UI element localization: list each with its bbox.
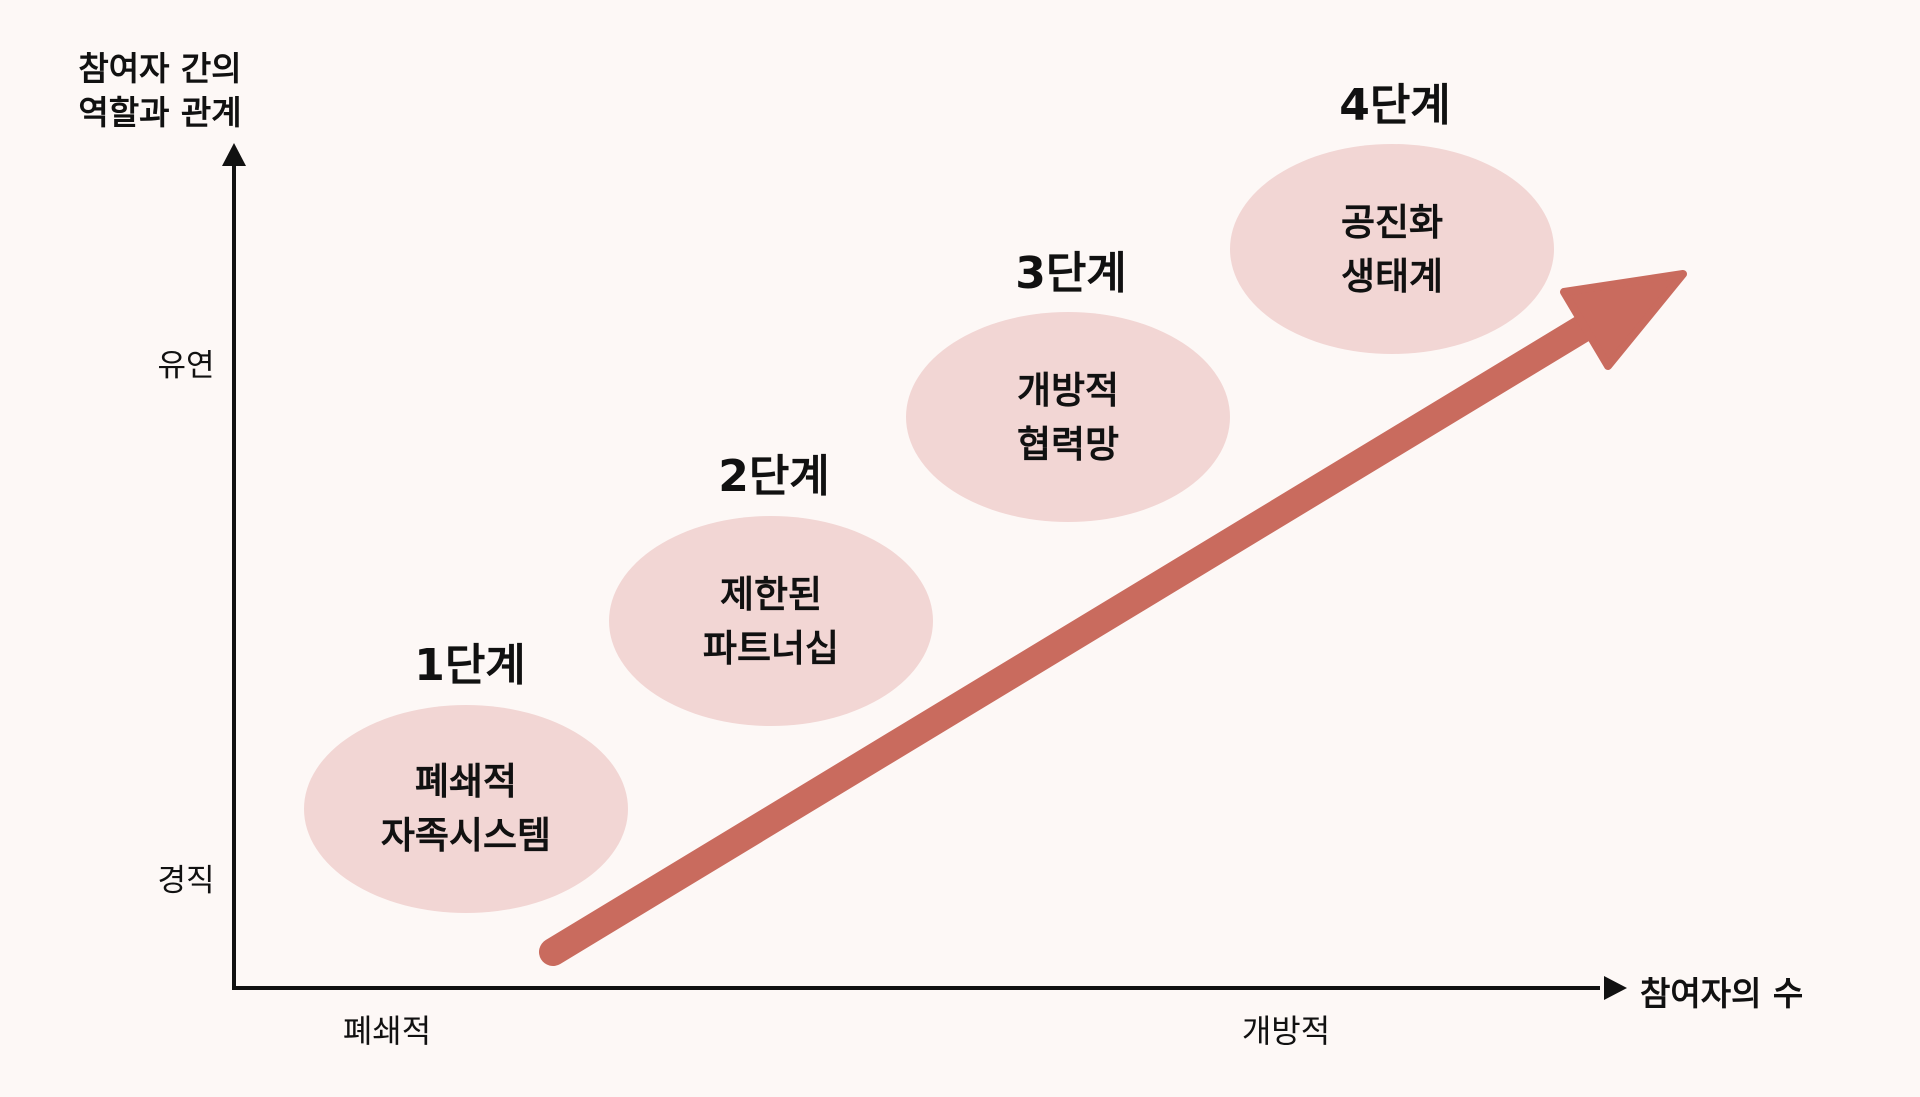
progress-arrow-head bbox=[1560, 270, 1687, 370]
y-axis-title-line2: 역할과 관계 bbox=[78, 93, 241, 132]
y-tick-rigid: 경직 bbox=[157, 863, 214, 899]
y-tick-flexible: 유연 bbox=[157, 348, 214, 384]
stage-3-ellipse bbox=[906, 312, 1230, 522]
stage-1-label: 1단계 bbox=[414, 640, 526, 691]
stage-3-line2: 협력망 bbox=[1017, 423, 1119, 466]
progress-arrow-shaft bbox=[539, 310, 1604, 966]
stage-2-ellipse bbox=[609, 516, 933, 726]
stage-4-line1: 공진화 bbox=[1341, 201, 1443, 244]
stage-2-line1: 제한된 bbox=[720, 573, 822, 616]
y-axis-arrowhead bbox=[222, 143, 246, 166]
stage-3-label: 3단계 bbox=[1015, 248, 1127, 299]
stage-4-label: 4단계 bbox=[1339, 80, 1451, 131]
stage-2-label: 2단계 bbox=[718, 451, 830, 502]
stage-1-line2: 자족시스템 bbox=[381, 814, 551, 857]
stage-2-line2: 파트너십 bbox=[703, 627, 839, 670]
stage-3-line1: 개방적 bbox=[1017, 369, 1119, 412]
stage-4-ellipse bbox=[1230, 144, 1554, 354]
x-tick-closed: 폐쇄적 bbox=[343, 1012, 431, 1050]
stage-1-ellipse bbox=[304, 705, 628, 913]
y-axis-title-line1: 참여자 간의 bbox=[78, 49, 241, 88]
stage-1-line1: 폐쇄적 bbox=[415, 760, 517, 803]
x-tick-open: 개방적 bbox=[1242, 1012, 1330, 1050]
x-axis-title: 참여자의 수 bbox=[1640, 974, 1803, 1013]
x-axis-arrowhead bbox=[1604, 976, 1627, 1000]
stage-4-line2: 생태계 bbox=[1341, 255, 1443, 298]
